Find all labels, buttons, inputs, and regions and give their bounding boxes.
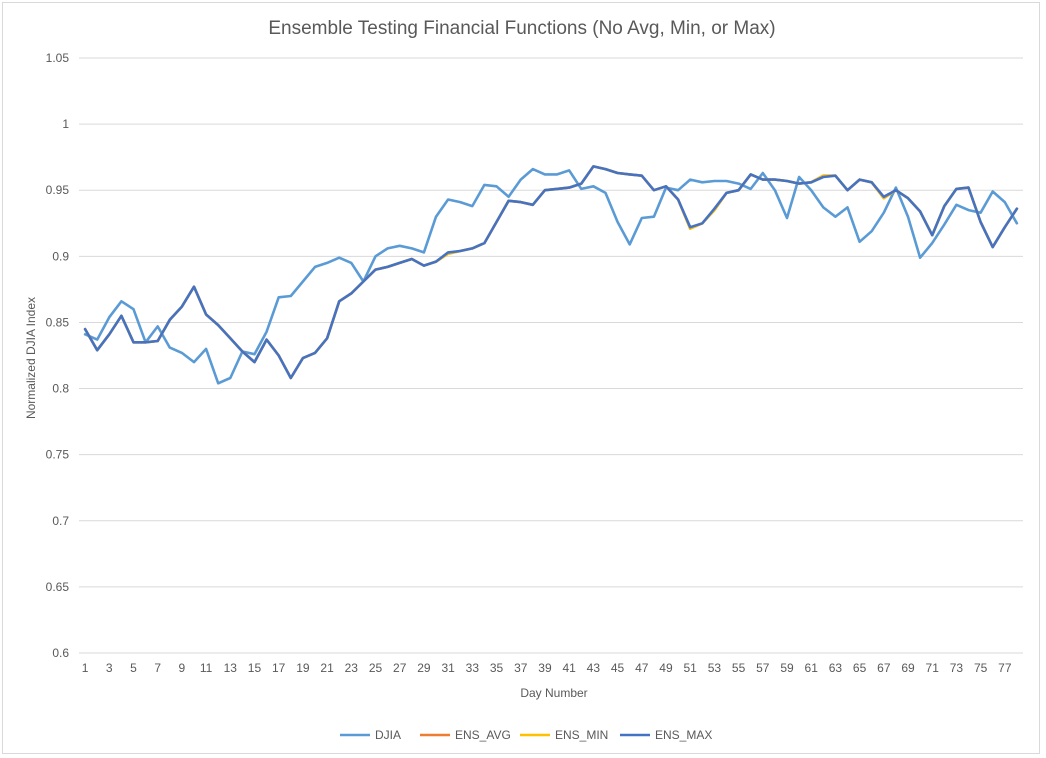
x-tick-label: 25 xyxy=(369,661,383,675)
y-tick-label: 0.95 xyxy=(46,183,70,197)
legend-label: ENS_AVG xyxy=(455,728,511,742)
x-tick-label: 37 xyxy=(514,661,528,675)
x-tick-label: 65 xyxy=(853,661,867,675)
x-tick-label: 61 xyxy=(805,661,819,675)
x-tick-label: 77 xyxy=(998,661,1012,675)
x-tick-label: 23 xyxy=(345,661,359,675)
gridlines xyxy=(79,57,1023,654)
series-line-ens-max xyxy=(83,165,1019,380)
x-tick-label: 33 xyxy=(466,661,480,675)
legend: DJIA ENS_AVG ENS_MIN ENS_MAX xyxy=(340,728,712,742)
y-tick-label: 0.6 xyxy=(52,646,69,660)
x-tick-label: 19 xyxy=(296,661,310,675)
x-tick-label: 75 xyxy=(974,661,988,675)
y-tick-label: 0.9 xyxy=(52,249,69,263)
x-tick-label: 39 xyxy=(538,661,552,675)
line-chart: Ensemble Testing Financial Functions (No… xyxy=(24,18,1023,742)
x-tick-label: 49 xyxy=(659,661,673,675)
legend-label: DJIA xyxy=(375,728,401,742)
x-tick-label: 9 xyxy=(179,661,186,675)
x-tick-label: 55 xyxy=(732,661,746,675)
series-line-djia xyxy=(83,167,1019,385)
x-tick-label: 27 xyxy=(393,661,407,675)
series-line-ens-avg xyxy=(83,165,1019,380)
x-axis-title: Day Number xyxy=(520,686,587,700)
x-tick-label: 53 xyxy=(708,661,722,675)
y-axis-ticks: 0.6 0.65 0.7 0.75 0.8 0.85 0.9 0.95 1 1.05 xyxy=(46,51,70,660)
x-tick-label: 1 xyxy=(82,661,89,675)
x-tick-label: 69 xyxy=(901,661,915,675)
x-tick-label: 3 xyxy=(106,661,113,675)
y-tick-label: 1 xyxy=(62,117,69,131)
x-tick-label: 7 xyxy=(154,661,161,675)
x-tick-label: 57 xyxy=(756,661,770,675)
x-tick-label: 17 xyxy=(272,661,286,675)
x-tick-label: 29 xyxy=(417,661,431,675)
x-tick-label: 11 xyxy=(200,661,213,675)
x-tick-label: 59 xyxy=(780,661,794,675)
x-tick-label: 15 xyxy=(248,661,262,675)
x-tick-label: 67 xyxy=(877,661,891,675)
x-axis-ticks: 1 3 5 7 9 11 13 15 17 19 21 23 25 27 29 31 33 35 37 39 41 43 4… xyxy=(82,661,1012,675)
legend-label: ENS_MAX xyxy=(655,728,712,742)
chart-title: Ensemble Testing Financial Functions (No… xyxy=(268,18,775,39)
x-tick-label: 21 xyxy=(320,661,334,675)
x-tick-label: 43 xyxy=(587,661,601,675)
y-tick-label: 0.75 xyxy=(46,448,70,462)
x-tick-label: 71 xyxy=(926,661,940,675)
x-tick-label: 35 xyxy=(490,661,504,675)
y-tick-label: 0.7 xyxy=(52,514,69,528)
y-tick-label: 0.65 xyxy=(46,580,70,594)
x-tick-label: 13 xyxy=(224,661,238,675)
x-tick-label: 45 xyxy=(611,661,625,675)
x-tick-label: 51 xyxy=(683,661,697,675)
series-line-ens-min xyxy=(83,165,1019,380)
y-tick-label: 0.8 xyxy=(52,382,69,396)
x-tick-label: 63 xyxy=(829,661,843,675)
y-tick-label: 1.05 xyxy=(46,51,70,65)
y-tick-label: 0.85 xyxy=(46,315,70,329)
x-tick-label: 41 xyxy=(562,661,576,675)
series-lines xyxy=(83,165,1019,385)
x-tick-label: 47 xyxy=(635,661,649,675)
y-axis-title: Normalized DJIA Index xyxy=(24,297,38,419)
legend-label: ENS_MIN xyxy=(555,728,608,742)
x-tick-label: 5 xyxy=(130,661,137,675)
x-tick-label: 31 xyxy=(441,661,455,675)
x-tick-label: 73 xyxy=(950,661,964,675)
